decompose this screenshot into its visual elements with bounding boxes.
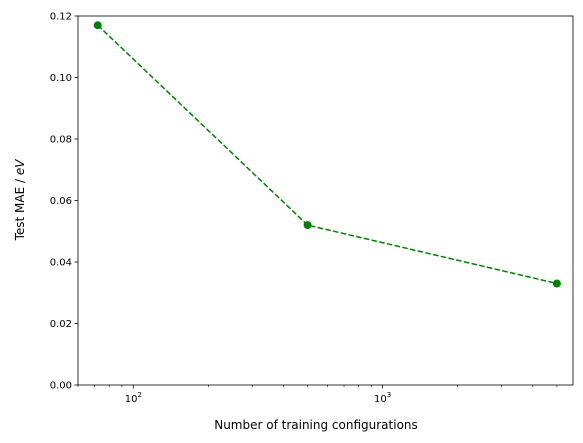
data-point xyxy=(303,221,312,230)
y-axis-label-prefix: Test MAE / xyxy=(13,175,27,241)
y-axis-label: Test MAE / eV xyxy=(13,159,27,242)
x-tick-label-exponent: 3 xyxy=(387,391,391,399)
data-point xyxy=(93,21,102,30)
x-tick-label: 103 xyxy=(374,391,391,405)
x-axis-label: Number of training configurations xyxy=(214,418,418,432)
y-tick-label: 0.12 xyxy=(50,12,72,23)
data-point xyxy=(552,279,561,288)
x-tick-label-exponent: 2 xyxy=(137,391,141,399)
x-tick-label: 102 xyxy=(125,391,142,405)
y-tick-label: 0.00 xyxy=(50,381,72,392)
y-tick-label: 0.06 xyxy=(50,196,72,207)
y-tick-label: 0.04 xyxy=(50,258,72,269)
y-axis-label-unit: eV xyxy=(13,159,27,175)
x-tick-label-base: 10 xyxy=(125,394,138,405)
y-tick-label: 0.10 xyxy=(50,73,72,84)
plot-area xyxy=(93,21,561,288)
y-tick-label: 0.02 xyxy=(50,319,72,330)
x-tick-label-base: 10 xyxy=(374,394,387,405)
axes-frame xyxy=(77,15,574,386)
y-tick-label: 0.08 xyxy=(50,135,72,146)
